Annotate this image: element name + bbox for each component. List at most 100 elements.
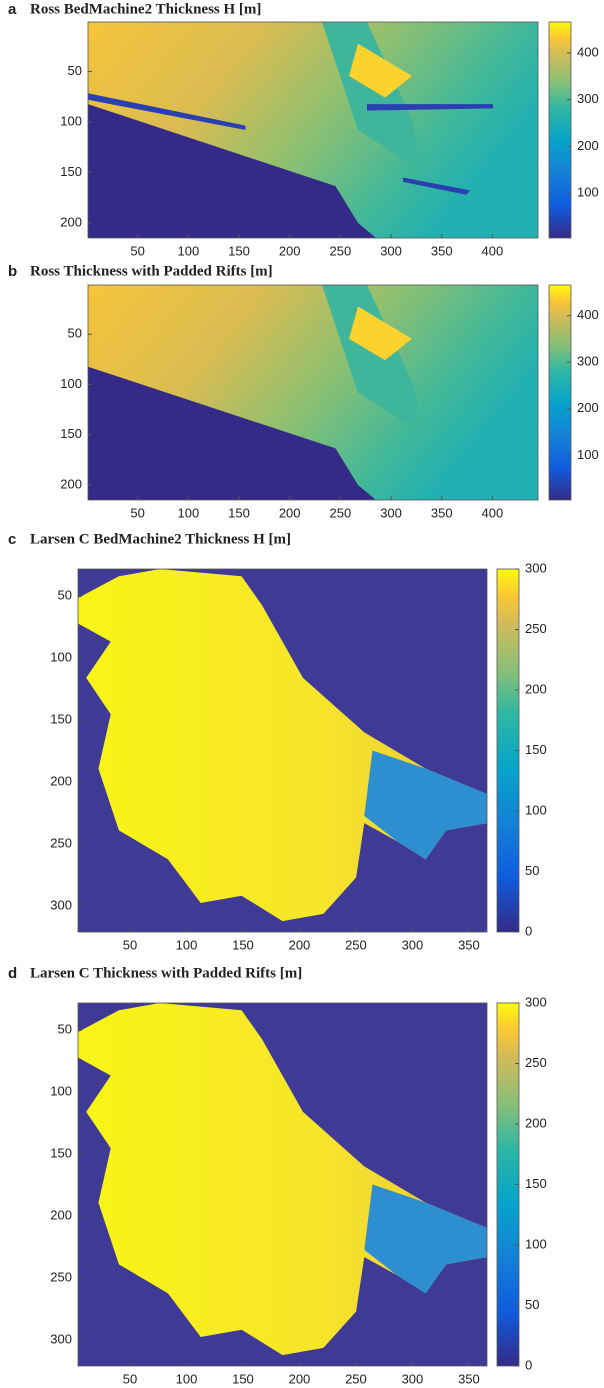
y-tick-label: 100 <box>60 376 82 391</box>
map-rift <box>367 104 493 111</box>
axes-frame <box>77 568 488 933</box>
colorbar-tick-label: 300 <box>577 91 599 106</box>
x-tick-label: 350 <box>458 937 480 952</box>
axes-frame <box>87 21 539 239</box>
y-tick-label: 200 <box>50 774 72 789</box>
x-tick-label: 400 <box>482 243 504 258</box>
x-tick-label: 250 <box>345 1371 367 1386</box>
panel-label: c <box>8 531 16 548</box>
x-tick-label: 200 <box>279 505 301 520</box>
x-tick-label: 200 <box>289 1371 311 1386</box>
x-tick-label: 300 <box>402 1371 424 1386</box>
y-tick-label: 200 <box>60 214 82 229</box>
x-tick-label: 350 <box>458 1371 480 1386</box>
colorbar-tick-label: 400 <box>577 307 599 322</box>
y-tick-label: 50 <box>58 588 72 603</box>
map-thin-ice <box>364 1184 487 1294</box>
y-tick-label: 250 <box>50 1269 72 1284</box>
colorbar <box>548 284 572 501</box>
map-thick <box>349 43 412 98</box>
x-tick-label: 50 <box>130 505 144 520</box>
colorbar-tick-label: 100 <box>525 802 547 817</box>
x-tick-label: 50 <box>130 243 144 258</box>
colorbar <box>548 21 572 239</box>
colorbar-tick-label: 200 <box>525 1115 547 1130</box>
x-tick-label: 400 <box>482 505 504 520</box>
x-tick-label: 350 <box>431 243 453 258</box>
x-tick-label: 300 <box>380 243 402 258</box>
colorbar-tick-label: 400 <box>577 44 599 59</box>
axes-frame <box>87 284 539 501</box>
map-ice <box>78 569 487 922</box>
y-tick-label: 150 <box>50 712 72 727</box>
colorbar-tick-label: 50 <box>525 1297 539 1312</box>
x-tick-label: 100 <box>177 505 199 520</box>
colorbar-tick-label: 150 <box>525 742 547 757</box>
colorbar-tick-label: 200 <box>577 400 599 415</box>
y-tick-label: 150 <box>60 164 82 179</box>
map-rift <box>403 177 471 195</box>
y-tick-label: 50 <box>68 326 82 341</box>
colorbar-tick-label: 200 <box>577 138 599 153</box>
panel-label: d <box>8 965 17 982</box>
panel-title: Ross BedMachine2 Thickness H [m] <box>30 1 261 17</box>
x-tick-label: 200 <box>289 937 311 952</box>
x-tick-label: 200 <box>279 243 301 258</box>
x-tick-label: 350 <box>431 505 453 520</box>
y-tick-label: 250 <box>50 835 72 850</box>
x-tick-label: 50 <box>123 1371 137 1386</box>
x-tick-label: 250 <box>330 243 352 258</box>
map-ice <box>78 1003 487 1356</box>
y-tick-label: 150 <box>50 1146 72 1161</box>
colorbar-tick-label: 250 <box>525 1055 547 1070</box>
panel-title: Larsen C Thickness with Padded Rifts [m] <box>30 965 302 981</box>
colorbar-tick-label: 100 <box>577 185 599 200</box>
x-tick-label: 150 <box>232 1371 254 1386</box>
y-tick-label: 50 <box>68 63 82 78</box>
colorbar-tick-label: 300 <box>525 560 547 575</box>
x-tick-label: 250 <box>330 505 352 520</box>
x-tick-label: 100 <box>176 937 198 952</box>
x-tick-label: 150 <box>228 505 250 520</box>
colorbar-tick-label: 300 <box>525 994 547 1009</box>
x-tick-label: 100 <box>177 243 199 258</box>
panel-label: a <box>8 1 17 18</box>
axes-frame <box>77 1002 488 1367</box>
y-tick-label: 300 <box>50 1331 72 1346</box>
colorbar-tick-label: 50 <box>525 863 539 878</box>
map-rift <box>88 93 246 130</box>
x-tick-label: 250 <box>345 937 367 952</box>
colorbar-tick-label: 100 <box>577 447 599 462</box>
y-tick-label: 200 <box>50 1208 72 1223</box>
map-ocean <box>88 104 376 238</box>
colorbar-tick-label: 0 <box>525 1357 532 1372</box>
x-tick-label: 50 <box>123 937 137 952</box>
x-tick-label: 150 <box>228 243 250 258</box>
panel-title: Larsen C BedMachine2 Thickness H [m] <box>30 531 291 547</box>
map-band <box>322 22 426 174</box>
map-thin-ice <box>364 750 487 860</box>
x-tick-label: 150 <box>232 937 254 952</box>
panel-title: Ross Thickness with Padded Rifts [m] <box>30 263 273 279</box>
map-band <box>322 285 426 436</box>
map-thick <box>349 306 412 361</box>
panel-label: b <box>8 263 17 280</box>
map-ocean <box>88 366 376 500</box>
y-tick-label: 100 <box>50 650 72 665</box>
colorbar-tick-label: 200 <box>525 681 547 696</box>
x-tick-label: 300 <box>402 937 424 952</box>
colorbar-tick-label: 250 <box>525 621 547 636</box>
colorbar-tick-label: 0 <box>525 923 532 938</box>
y-tick-label: 150 <box>60 426 82 441</box>
colorbar-tick-label: 300 <box>577 354 599 369</box>
colorbar-tick-label: 100 <box>525 1236 547 1251</box>
x-tick-label: 100 <box>176 1371 198 1386</box>
x-tick-label: 300 <box>380 505 402 520</box>
colorbar-tick-label: 150 <box>525 1176 547 1191</box>
y-tick-label: 100 <box>50 1084 72 1099</box>
y-tick-label: 200 <box>60 476 82 491</box>
y-tick-label: 50 <box>58 1022 72 1037</box>
y-tick-label: 100 <box>60 113 82 128</box>
y-tick-label: 300 <box>50 897 72 912</box>
